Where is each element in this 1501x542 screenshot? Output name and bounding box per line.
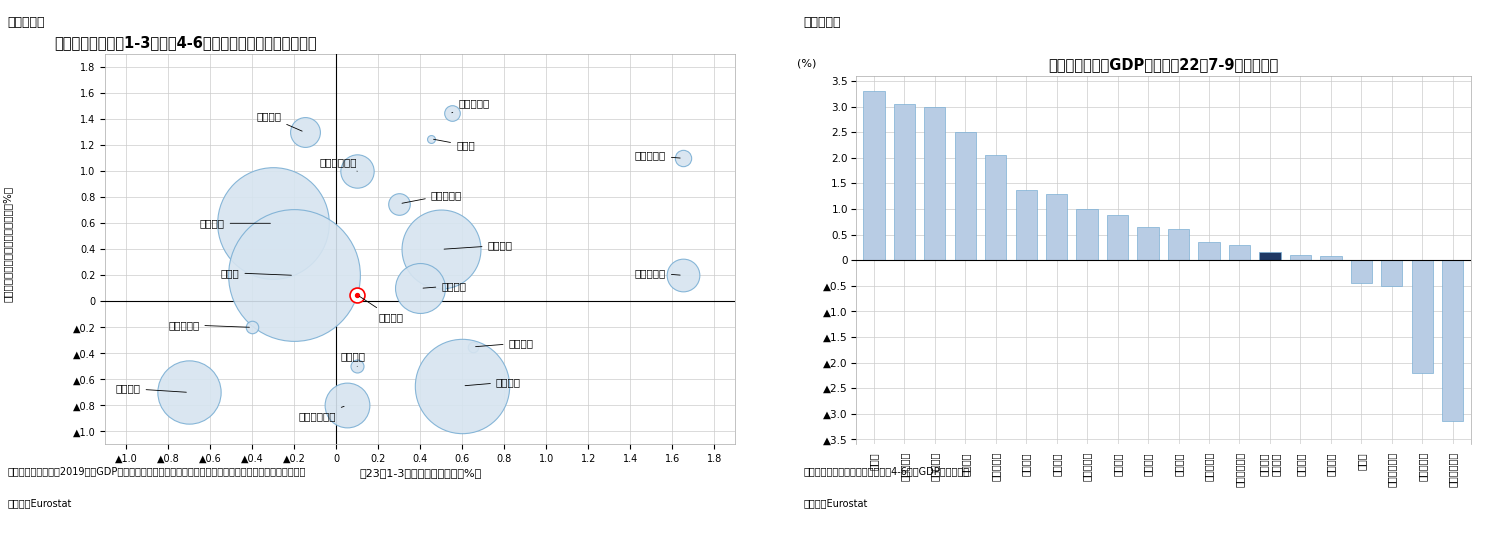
Point <box>345 362 369 371</box>
Point <box>240 323 264 332</box>
Text: （注）ルクセンブルグは未記載（4-6月期GDPが未公表）: （注）ルクセンブルグは未記載（4-6月期GDPが未公表） <box>803 466 970 476</box>
Bar <box>1289 255 1310 260</box>
Bar <box>1046 193 1067 260</box>
Bar <box>1106 215 1129 260</box>
Point <box>440 108 464 117</box>
Text: オーストリア: オーストリア <box>299 406 344 421</box>
Point <box>293 128 317 137</box>
Point <box>387 199 411 208</box>
Point <box>345 291 369 299</box>
Title: ユーロ圏各国のGDP伸び率（22年7-9月期対比）: ユーロ圏各国のGDP伸び率（22年7-9月期対比） <box>1048 57 1279 72</box>
Bar <box>1168 229 1189 260</box>
Text: （注）円の大きさは2019年のGDPの大きさ、アイルランド・リトアニアは枠外、ルクセンブルグは未記載: （注）円の大きさは2019年のGDPの大きさ、アイルランド・リトアニアは枠外、ル… <box>8 466 306 476</box>
Bar <box>1076 209 1097 260</box>
Text: （資料）Eurostat: （資料）Eurostat <box>8 499 72 508</box>
Text: イタリア: イタリア <box>465 377 521 387</box>
Text: キプロス: キプロス <box>476 338 533 348</box>
Point <box>461 343 485 351</box>
Bar <box>1321 256 1342 260</box>
Text: マルタ: マルタ <box>434 139 474 150</box>
Text: （図表５）: （図表５） <box>8 16 45 29</box>
Bar <box>863 91 884 260</box>
Text: ギリシャ: ギリシャ <box>257 112 302 131</box>
Text: エストニア: エストニア <box>168 320 249 330</box>
Text: ユーロ圏主要国の1-3月期・4-6月期の実質成長率（前期比）: ユーロ圏主要国の1-3月期・4-6月期の実質成長率（前期比） <box>54 35 317 50</box>
Point <box>177 388 201 397</box>
Text: スロバキア: スロバキア <box>402 190 462 203</box>
Bar <box>1016 190 1037 260</box>
Bar <box>1351 260 1372 283</box>
Text: フィンランド: フィンランド <box>320 157 357 171</box>
Point <box>345 291 369 299</box>
Bar <box>1138 227 1159 260</box>
Text: ユーロ圏: ユーロ圏 <box>360 296 404 322</box>
Bar <box>1229 245 1250 260</box>
Text: （図表６）: （図表６） <box>803 16 841 29</box>
Text: スロベニア: スロベニア <box>452 99 489 113</box>
Point <box>450 382 474 390</box>
Bar <box>1198 242 1220 260</box>
Bar <box>1259 253 1280 260</box>
Bar <box>1381 260 1402 286</box>
Bar <box>925 107 946 260</box>
Point <box>671 154 695 163</box>
Point <box>282 271 306 280</box>
Text: クロアチア: クロアチア <box>635 151 680 160</box>
X-axis label: （23年1-3月期伸び率、前期比%）: （23年1-3月期伸び率、前期比%） <box>359 468 482 479</box>
Point <box>335 401 359 410</box>
Y-axis label: (%): (%) <box>797 59 817 68</box>
Bar <box>1411 260 1433 373</box>
Point <box>408 284 432 293</box>
Text: スペイン: スペイン <box>444 241 512 250</box>
Text: ベルギー: ベルギー <box>423 281 467 291</box>
Text: ドイツ: ドイツ <box>221 268 291 278</box>
Text: フランス: フランス <box>200 218 270 228</box>
Point <box>419 134 443 143</box>
Text: オランダ: オランダ <box>116 384 186 393</box>
Bar <box>985 155 1006 260</box>
Text: （２３年４－６月期伸び率、前期比%）: （２３年４－６月期伸び率、前期比%） <box>3 186 12 302</box>
Bar <box>893 104 916 260</box>
Text: ポルトガル: ポルトガル <box>635 268 680 278</box>
Point <box>671 271 695 280</box>
Text: ラトビア: ラトビア <box>341 351 365 366</box>
Point <box>345 167 369 176</box>
Point <box>261 219 285 228</box>
Bar <box>1442 260 1463 422</box>
Text: （資料）Eurostat: （資料）Eurostat <box>803 499 868 508</box>
Bar <box>955 132 976 260</box>
Point <box>429 245 453 254</box>
